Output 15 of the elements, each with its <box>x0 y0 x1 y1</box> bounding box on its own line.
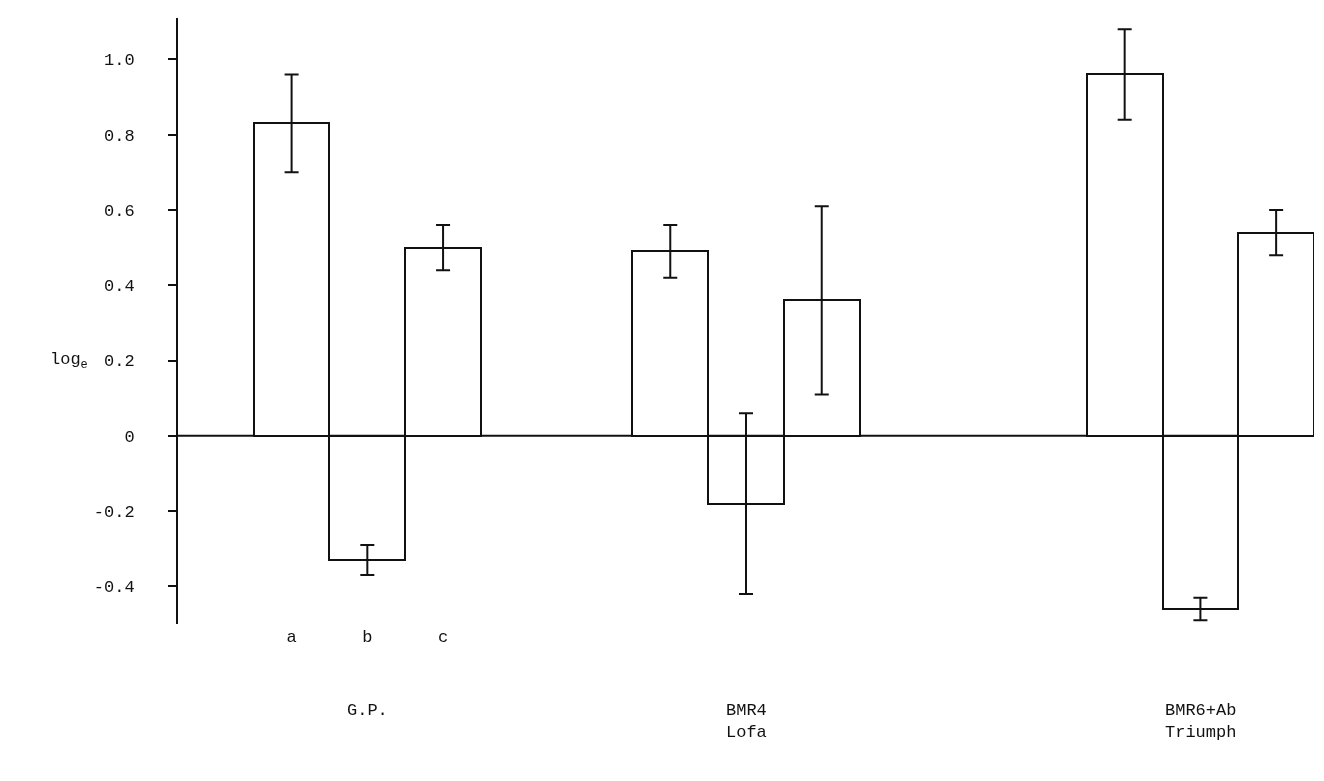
y-tick-label: 0.6 <box>103 201 135 221</box>
x-tick-label: a <box>286 628 297 647</box>
text: BMR4 Lofa <box>726 701 767 743</box>
y-axis-title: log$_{e}$ <box>50 350 88 372</box>
y-tick-label: -0.4 <box>93 578 135 598</box>
y-tick-label: 1.0 <box>103 51 135 71</box>
text: G.P. <box>347 701 388 720</box>
y-tick-label: -0.2 <box>93 503 135 523</box>
y-tick-label: 0 <box>124 427 135 447</box>
y-tick-label: 0.8 <box>103 126 135 146</box>
y-tick-label: 0.2 <box>103 352 135 372</box>
y-tick-label: 0.4 <box>103 277 135 297</box>
x-tick-label: c <box>437 628 449 647</box>
text: BMR6+Ab Triumph <box>1165 701 1237 743</box>
x-tick-label: b <box>362 628 373 647</box>
